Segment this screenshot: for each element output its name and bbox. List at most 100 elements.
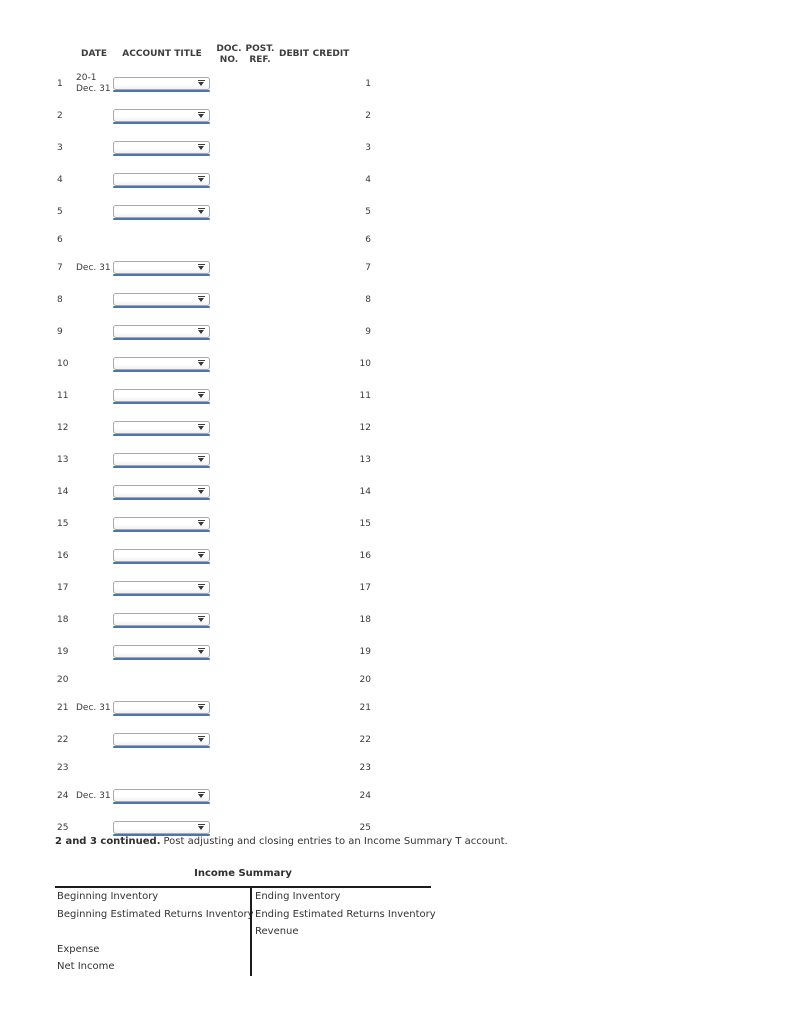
account-title-select[interactable]: [113, 516, 210, 530]
row-number-right: 13: [359, 455, 371, 465]
account-title-select[interactable]: [113, 172, 210, 186]
account-title-select-wrapper: [113, 260, 210, 276]
journal-row: 18 18: [55, 604, 372, 636]
row-number-right: 12: [359, 423, 371, 433]
select-underline: [113, 657, 210, 660]
select-underline: [113, 497, 210, 500]
row-number-left: 15: [57, 519, 69, 529]
journal-rows: 1 20-1 Dec. 31 1 2 2 3: [55, 68, 372, 844]
journal-row: 24 Dec. 31 24: [55, 780, 372, 812]
row-number-right: 18: [359, 615, 371, 625]
col-header-account-title: ACCOUNT TITLE: [122, 49, 202, 59]
row-number-left: 25: [57, 823, 69, 833]
account-title-select[interactable]: [113, 420, 210, 434]
select-underline: [113, 745, 210, 748]
row-number-left: 20: [57, 675, 69, 685]
t-account-right-column: Ending Inventory Ending Estimated Returns…: [250, 888, 436, 976]
row-number-right: 5: [365, 207, 371, 217]
journal-row: 16 16: [55, 540, 372, 572]
t-account-left-item: Expense: [57, 943, 100, 955]
account-title-select-wrapper: [113, 420, 210, 436]
t-account-left-column: Beginning Inventory Beginning Estimated R…: [55, 888, 254, 976]
row-number-left: 9: [57, 327, 63, 337]
row-number-left: 8: [57, 295, 63, 305]
journal-table: DATE ACCOUNT TITLE DOC. NO. POST. REF. D…: [55, 41, 372, 844]
account-title-select[interactable]: [113, 292, 210, 306]
select-underline: [113, 713, 210, 716]
journal-row: 11 11: [55, 380, 372, 412]
account-title-select[interactable]: [113, 580, 210, 594]
account-title-select[interactable]: [113, 108, 210, 122]
account-title-select-wrapper: [113, 388, 210, 404]
select-underline: [113, 465, 210, 468]
t-account-right-item: Revenue: [255, 926, 299, 938]
account-title-select[interactable]: [113, 644, 210, 658]
journal-row: 3 3: [55, 132, 372, 164]
row-number-left: 1: [57, 79, 63, 89]
select-underline: [113, 625, 210, 628]
account-title-select-wrapper: [113, 516, 210, 532]
journal-row: 25 25: [55, 812, 372, 844]
account-title-select[interactable]: [113, 700, 210, 714]
account-title-select-wrapper: [113, 452, 210, 468]
journal-row: 14 14: [55, 476, 372, 508]
account-title-select[interactable]: [113, 356, 210, 370]
col-header-post-ref: POST. REF.: [245, 43, 275, 65]
row-number-left: 18: [57, 615, 69, 625]
instruction-text: 2 and 3 continued. Post adjusting and clo…: [55, 836, 508, 847]
account-title-select[interactable]: [113, 732, 210, 746]
row-number-left: 17: [57, 583, 69, 593]
account-title-select[interactable]: [113, 612, 210, 626]
row-number-left: 24: [57, 791, 69, 801]
row-number-right: 4: [365, 175, 371, 185]
account-title-select-wrapper: [113, 484, 210, 500]
account-title-select[interactable]: [113, 140, 210, 154]
account-title-select[interactable]: [113, 76, 210, 90]
t-account-left-item: Beginning Estimated Returns Inventory: [57, 908, 254, 920]
row-number-right: 7: [365, 263, 371, 273]
row-number-left: 2: [57, 111, 63, 121]
row-number-left: 14: [57, 487, 69, 497]
t-account-left-item: Beginning Inventory: [57, 891, 159, 902]
select-underline: [113, 305, 210, 308]
journal-row: 5 5: [55, 196, 372, 228]
account-title-select[interactable]: [113, 788, 210, 802]
select-underline: [113, 121, 210, 124]
income-summary-t-account: Income Summary Beginning Inventory Beginn…: [55, 867, 436, 976]
col-header-credit: CREDIT: [312, 49, 350, 59]
row-number-right: 25: [359, 823, 371, 833]
row-date: 20-1 Dec. 31: [76, 73, 111, 94]
account-title-select[interactable]: [113, 324, 210, 338]
journal-row: 20 20: [55, 668, 372, 692]
row-number-left: 6: [57, 235, 63, 245]
col-header-doc-no: DOC. NO.: [216, 43, 242, 65]
account-title-select[interactable]: [113, 484, 210, 498]
instruction-bold-label: 2 and 3 continued.: [55, 836, 161, 847]
row-number-left: 19: [57, 647, 69, 657]
row-number-right: 24: [359, 791, 371, 801]
account-title-select-wrapper: [113, 140, 210, 156]
select-underline: [113, 185, 210, 188]
account-title-select[interactable]: [113, 204, 210, 218]
account-title-select-wrapper: [113, 612, 210, 628]
select-underline: [113, 273, 210, 276]
account-title-select[interactable]: [113, 388, 210, 402]
journal-row: 9 9: [55, 316, 372, 348]
select-underline: [113, 217, 210, 220]
account-title-select-wrapper: [113, 324, 210, 340]
t-account-body: Beginning Inventory Beginning Estimated R…: [55, 886, 436, 976]
account-title-select[interactable]: [113, 820, 210, 834]
t-account-right-item: Ending Inventory: [255, 891, 341, 902]
col-header-date: DATE: [80, 49, 108, 59]
row-number-right: 21: [359, 703, 371, 713]
account-title-select[interactable]: [113, 548, 210, 562]
account-title-select[interactable]: [113, 452, 210, 466]
journal-header: DATE ACCOUNT TITLE DOC. NO. POST. REF. D…: [55, 41, 372, 68]
journal-row: 22 22: [55, 724, 372, 756]
row-number-right: 2: [365, 111, 371, 121]
row-number-left: 3: [57, 143, 63, 153]
journal-row: 19 19: [55, 636, 372, 668]
account-title-select[interactable]: [113, 260, 210, 274]
journal-row: 12 12: [55, 412, 372, 444]
row-number-right: 19: [359, 647, 371, 657]
